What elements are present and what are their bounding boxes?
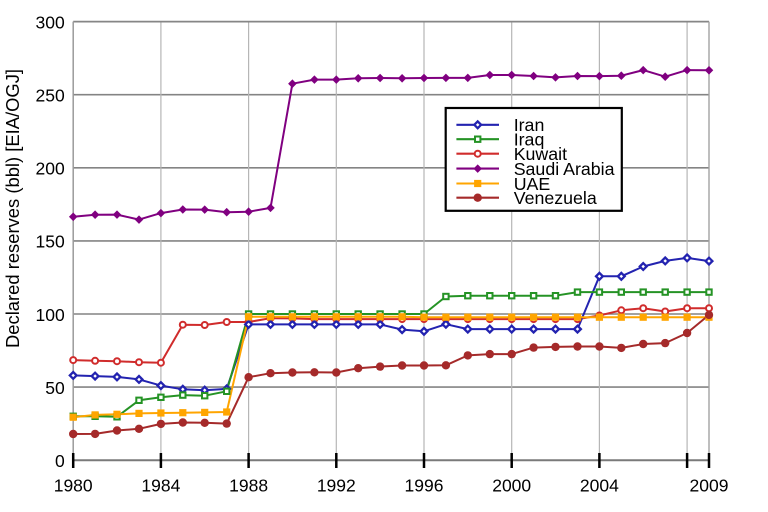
svg-text:300: 300: [35, 12, 64, 32]
svg-text:2009: 2009: [690, 476, 729, 496]
svg-text:250: 250: [35, 86, 64, 106]
svg-text:1996: 1996: [405, 476, 444, 496]
svg-text:200: 200: [35, 159, 64, 179]
svg-text:50: 50: [45, 378, 65, 398]
svg-text:100: 100: [35, 305, 64, 325]
svg-text:UAE: UAE: [514, 174, 551, 194]
svg-text:Saudi Arabia: Saudi Arabia: [514, 159, 615, 179]
svg-text:2004: 2004: [580, 476, 619, 496]
svg-text:150: 150: [35, 232, 64, 252]
svg-text:0: 0: [55, 451, 65, 471]
svg-text:1992: 1992: [317, 476, 356, 496]
svg-text:1988: 1988: [229, 476, 268, 496]
svg-text:Iraq: Iraq: [514, 130, 545, 150]
svg-text:2000: 2000: [492, 476, 531, 496]
svg-text:Declared reserves (bbl) [EIA/O: Declared reserves (bbl) [EIA/OGJ]: [2, 69, 23, 348]
svg-text:1984: 1984: [141, 476, 180, 496]
svg-text:Venezuela: Venezuela: [514, 188, 597, 208]
svg-text:Kuwait: Kuwait: [514, 144, 567, 164]
svg-text:1980: 1980: [54, 476, 93, 496]
svg-text:Iran: Iran: [514, 115, 545, 135]
